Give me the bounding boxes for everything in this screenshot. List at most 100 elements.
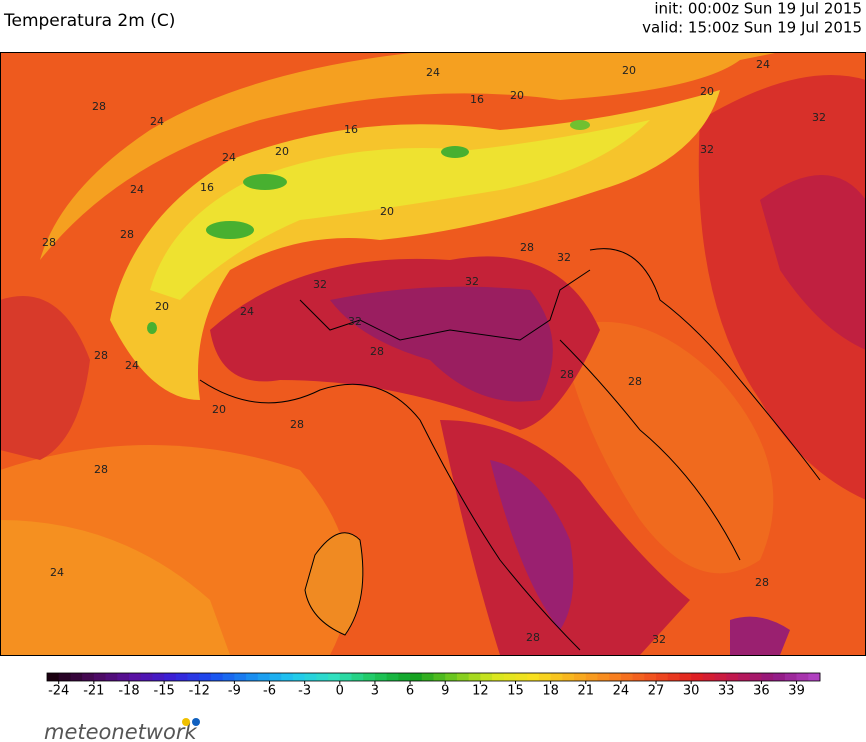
colorbar-cell [773,673,786,681]
contour-label: 28 [370,345,384,358]
colorbar-cell [620,673,634,681]
contour-label: 28 [520,241,534,254]
colorbar-cell [128,673,142,681]
colorbar-cell [304,673,317,681]
colorbar-cell [609,673,622,681]
colorbar-cell [421,673,434,681]
colorbar-cell [47,673,60,681]
colorbar-cell [246,673,259,681]
colorbar-tick-label: 9 [441,684,449,699]
colorbar-cell [164,673,177,681]
contour-label: 28 [120,228,134,241]
contour-label: 32 [313,278,327,291]
colorbar-cell [656,673,669,681]
colorbar-cell [351,673,364,681]
colorbar-cell [257,673,270,681]
contour-label: 32 [465,275,479,288]
colorbar-cell [222,673,235,681]
colorbar-cell [410,673,423,681]
colorbar-frame [46,672,821,682]
colorbar-tick-label: 12 [472,684,489,699]
contour-label: 28 [526,631,540,644]
colorbar-tick-label: -9 [228,684,241,699]
valid-time: valid: 15:00z Sun 19 Jul 2015 [642,19,862,37]
contour-label: 28 [94,349,108,362]
contour-label: 16 [344,123,358,136]
colorbar-cell [152,673,165,681]
colorbar-cell [82,673,95,681]
contour-label: 24 [125,359,139,372]
colorbar-cell [503,673,516,681]
colorbar-tick-label: -18 [118,684,139,699]
colorbar-cell [585,673,598,681]
colorbar-cell [691,673,704,681]
contour-label: 20 [212,403,226,416]
contour-label: 24 [426,66,440,79]
contour-label: 32 [348,315,362,328]
colorbar-cell [679,673,692,681]
map: 24 24 20 16 24 28 20 20 16 24 28 28 20 2… [0,52,866,656]
contour-label: 24 [150,115,164,128]
contour-label: 28 [94,463,108,476]
colorbar-cell [210,673,224,681]
colorbar-cell [140,673,153,681]
colorbar-cell [175,673,188,681]
colorbar-cell [550,673,563,681]
colorbar-tick-label: 30 [683,684,700,699]
colorbar-cell [398,673,411,681]
colorbar-tick-label: 27 [648,684,665,699]
colorbar-cell [445,673,458,681]
colorbar-cell [269,673,282,681]
logo: meteonetwork [44,718,200,742]
colorbar-tick-label: -3 [298,684,311,699]
colorbar-cell [199,673,212,681]
colorbar-cell [386,673,399,681]
logo-dot [182,718,190,726]
contour-label: 32 [812,111,826,124]
colorbar-cell [281,673,294,681]
colorbar-cell [316,673,329,681]
contour-label: 32 [652,633,666,646]
colorbar-cell [726,673,739,681]
colorbar-cell [515,673,528,681]
colorbar-tick-label: 15 [507,684,524,699]
contour-label: 28 [42,236,56,249]
colorbar-cell [292,673,306,681]
contour-label: 20 [700,85,714,98]
colorbar-tick-label: 6 [406,684,414,699]
contour-label: 20 [155,300,169,313]
init-time: init: 00:00z Sun 19 Jul 2015 [654,0,862,18]
colorbar-tick-label: -21 [83,684,104,699]
colorbar-cell [667,673,680,681]
colorbar-cell [58,673,71,681]
contour-label: 24 [756,58,770,71]
colorbar-tick-label: 24 [613,684,630,699]
contour-label: 16 [200,181,214,194]
colorbar-cell [492,673,505,681]
contour-label: 16 [470,93,484,106]
colorbar-cell [538,673,552,681]
logo-text: meteonetwork [44,720,197,742]
contour-label: 28 [560,368,574,381]
colorbar-tick-label: 36 [753,684,770,699]
colorbar-cell [117,673,130,681]
colorbar-cell [433,673,446,681]
colorbar-tick-label: 3 [371,684,379,699]
colorbar: -24 -21 -18 -15 -12 -9 -6 -3 0 3 6 9 12 15 18 21 24 27 30 3… [46,672,821,699]
colorbar-tick-label: 18 [542,684,559,699]
contour-label: 20 [275,145,289,158]
title: Temperatura 2m (C) [3,11,175,31]
contour-label: 20 [510,89,524,102]
colorbar-cell [632,673,645,681]
contour-label: 20 [622,64,636,77]
colorbar-tick-label: -12 [189,684,210,699]
colorbar-tick-label: 39 [788,684,805,699]
contour-label: 20 [380,205,394,218]
colorbar-cell [714,673,727,681]
colorbar-cell [93,673,106,681]
colorbar-cell [784,673,797,681]
colorbar-tick-label: -6 [263,684,276,699]
colorbar-cell [105,673,118,681]
